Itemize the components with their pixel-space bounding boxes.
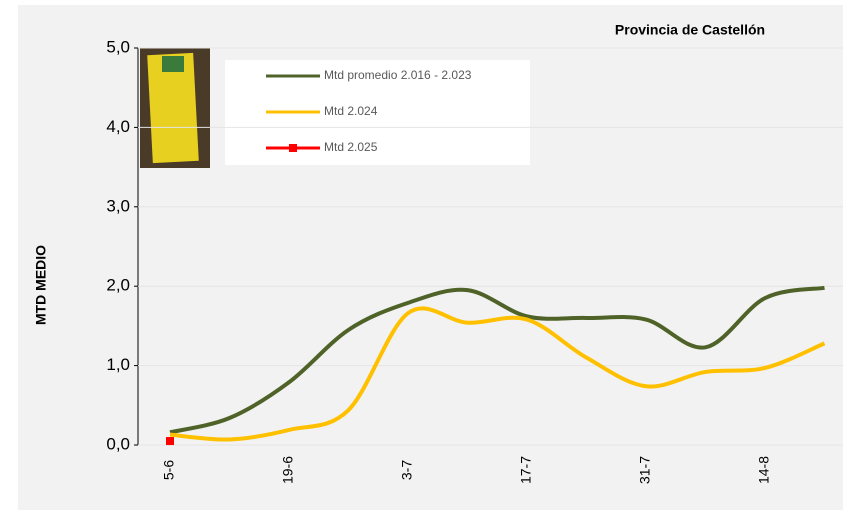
x-tick-label: 31-7 <box>637 456 653 484</box>
y-tick-label: 5,0 <box>106 37 130 56</box>
series-line <box>169 285 825 435</box>
y-tick-label: 4,0 <box>106 117 130 136</box>
legend-label: Mtd 2.025 <box>324 140 378 154</box>
x-tick-label: 17-7 <box>518 456 534 484</box>
point-marker <box>166 437 174 446</box>
y-tick-label: 0,0 <box>106 434 130 453</box>
y-tick-label: 3,0 <box>106 196 130 215</box>
y-tick-label: 1,0 <box>106 355 130 374</box>
legend-marker <box>289 144 297 152</box>
x-tick-label: 19-6 <box>280 456 296 484</box>
legend-label: Mtd promedio 2.016 - 2.023 <box>324 68 472 82</box>
chart-title: Provincia de Castellón <box>615 22 765 38</box>
series-line <box>169 306 826 442</box>
y-tick-label: 2,0 <box>106 276 130 295</box>
x-tick-label: 3-7 <box>399 460 415 480</box>
x-tick-label: 14-8 <box>756 456 772 484</box>
legend-label: Mtd 2.024 <box>324 104 378 118</box>
x-tick-label: 5-6 <box>161 460 177 480</box>
trap-photo <box>140 48 210 168</box>
y-axis-label: MTD MEDIO <box>33 245 49 325</box>
